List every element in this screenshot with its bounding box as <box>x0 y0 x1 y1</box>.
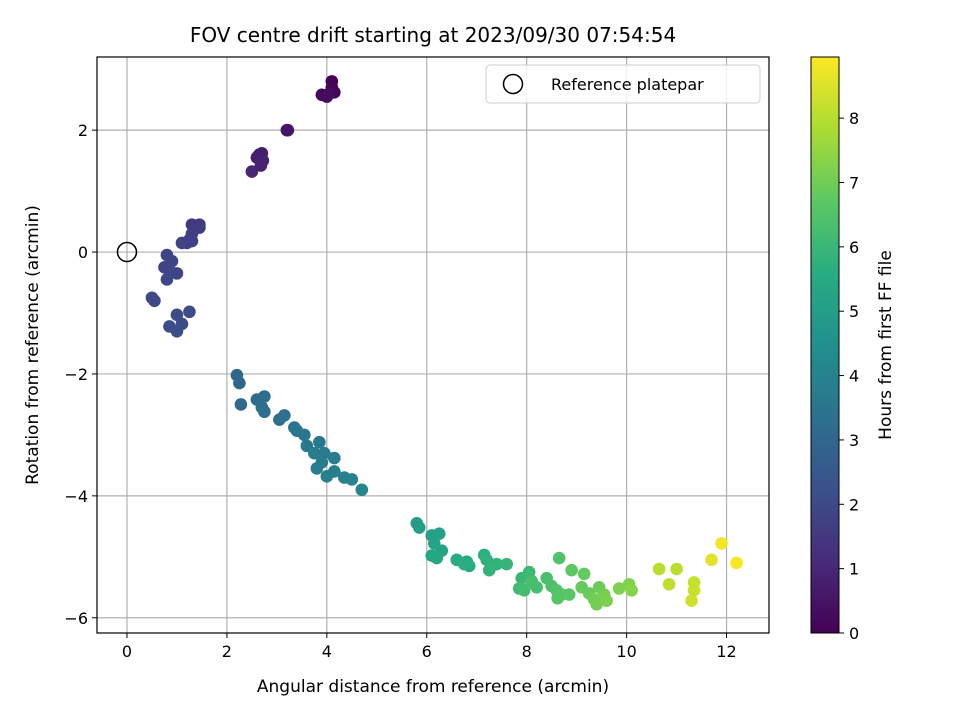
data-point <box>600 594 613 607</box>
colorbar-label: Hours from first FF file <box>876 250 896 440</box>
data-point <box>170 324 184 338</box>
data-point <box>412 521 426 534</box>
colorbar-ticks: 0 1 2 3 4 5 6 7 8 <box>839 109 859 643</box>
data-point <box>482 563 496 577</box>
data-point <box>662 577 676 591</box>
x-tick-label: 2 <box>222 642 232 661</box>
x-axis-label: Angular distance from reference (arcmin) <box>257 677 609 697</box>
x-tick-label: 12 <box>716 642 736 661</box>
data-point <box>328 451 341 465</box>
data-point <box>625 584 638 597</box>
data-points <box>145 75 743 611</box>
data-point <box>562 588 576 601</box>
data-point <box>273 413 286 426</box>
data-point <box>245 165 259 178</box>
colorbar-tick-label: 2 <box>849 495 859 514</box>
colorbar-tick-label: 0 <box>849 624 859 643</box>
data-point <box>565 563 578 577</box>
data-point <box>715 537 728 550</box>
data-point <box>175 236 189 250</box>
x-tick-label: 6 <box>422 642 432 661</box>
colorbar-tick-label: 4 <box>849 367 859 386</box>
data-point <box>687 584 701 597</box>
data-point <box>480 553 494 567</box>
plot-frame <box>96 56 770 634</box>
colorbar-tick-label: 7 <box>849 173 859 192</box>
x-axis-ticks: 0 2 4 6 8 10 12 <box>122 633 737 661</box>
y-tick-label: −6 <box>64 609 88 628</box>
data-point <box>432 527 446 540</box>
data-point <box>148 294 161 308</box>
colorbar-gradient <box>810 56 840 634</box>
data-point <box>320 470 334 483</box>
data-point <box>183 305 196 319</box>
data-point <box>730 556 743 570</box>
data-point <box>525 576 538 589</box>
x-tick-label: 8 <box>522 642 532 661</box>
data-point <box>705 553 718 567</box>
y-axis-ticks: −6 −4 −2 0 2 <box>64 121 97 628</box>
y-tick-label: −4 <box>64 487 88 506</box>
colorbar-tick-label: 5 <box>849 302 859 321</box>
y-tick-label: 0 <box>78 243 88 262</box>
data-point <box>517 584 531 597</box>
data-point <box>612 582 626 595</box>
x-tick-label: 4 <box>322 642 332 661</box>
data-point <box>308 446 321 460</box>
colorbar-tick-label: 8 <box>849 109 859 128</box>
data-point <box>254 159 268 172</box>
x-tick-label: 10 <box>616 642 636 661</box>
y-tick-label: 2 <box>78 121 88 140</box>
data-point <box>345 473 359 486</box>
data-point <box>577 567 591 581</box>
data-point <box>258 405 271 419</box>
data-point <box>500 557 513 571</box>
data-point <box>234 398 248 411</box>
data-point <box>590 598 603 611</box>
data-point <box>298 428 311 442</box>
legend-entry-label: Reference platepar <box>551 75 704 94</box>
data-point <box>281 123 295 137</box>
data-point <box>313 435 326 449</box>
data-point <box>652 562 666 576</box>
chart-title: FOV centre drift starting at 2023/09/30 … <box>190 23 676 47</box>
data-point <box>258 390 271 403</box>
data-point <box>323 87 336 100</box>
colorbar: 0 1 2 3 4 5 6 7 8 Hours from first FF file <box>810 56 896 643</box>
data-point <box>551 591 564 605</box>
data-point <box>170 267 184 280</box>
data-point <box>430 551 444 565</box>
data-point <box>457 557 471 571</box>
data-point <box>310 462 324 475</box>
x-tick-label: 0 <box>122 642 132 661</box>
reference-platepar-marker <box>116 241 138 263</box>
legend: Reference platepar <box>485 64 761 104</box>
reference-marker-group <box>116 241 138 263</box>
legend-box <box>485 64 761 104</box>
data-point <box>355 483 369 497</box>
data-point <box>685 594 698 607</box>
data-point <box>552 551 566 565</box>
data-point <box>160 273 174 286</box>
colorbar-tick-label: 6 <box>849 238 859 257</box>
colorbar-tick-label: 3 <box>849 431 859 450</box>
data-point <box>233 376 246 390</box>
grid <box>97 57 769 633</box>
y-tick-label: −2 <box>64 365 88 384</box>
y-axis-label: Rotation from reference (arcmin) <box>23 205 43 485</box>
colorbar-tick-label: 1 <box>849 560 859 579</box>
data-point <box>670 562 683 576</box>
legend-marker-icon <box>502 73 524 95</box>
